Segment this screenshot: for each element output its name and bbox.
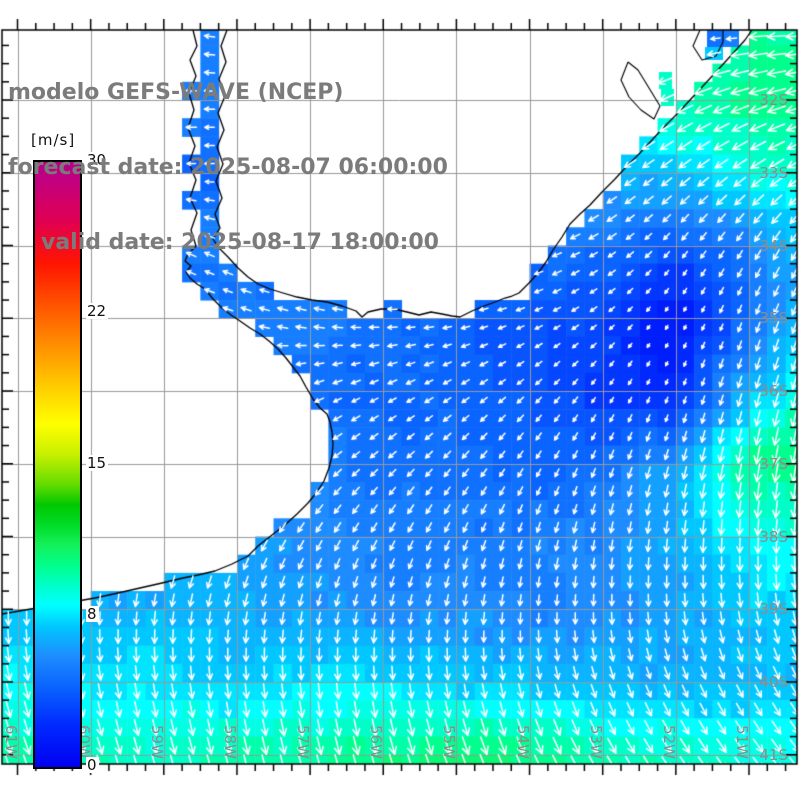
lat-label: 34S bbox=[759, 236, 788, 255]
colorbar-tick-label: 0 bbox=[86, 756, 99, 774]
lat-label: 38S bbox=[759, 527, 788, 546]
lat-label: 35S bbox=[759, 309, 788, 328]
colorbar-tick-label: 22 bbox=[86, 302, 109, 321]
lat-label: 36S bbox=[759, 382, 788, 400]
lat-label: 32S bbox=[759, 91, 788, 109]
model-name-title: modelo GEFS-WAVE (NCEP) bbox=[8, 80, 344, 105]
lat-label: 33S bbox=[759, 163, 788, 182]
colorbar-tick-label: 8 bbox=[86, 604, 99, 623]
lon-label: 54W bbox=[513, 725, 532, 759]
valid-date-line: valid date: 2025-08-17 18:00:00 bbox=[41, 230, 439, 255]
lon-label: 51W bbox=[733, 725, 751, 759]
lon-label: 53W bbox=[586, 725, 605, 759]
colorbar-tick-label: 30 bbox=[86, 151, 109, 169]
lon-label: 58W bbox=[220, 725, 239, 759]
lon-label: 57W bbox=[294, 725, 313, 759]
lon-label: 56W bbox=[367, 725, 386, 759]
lat-label: 40S bbox=[759, 673, 788, 691]
lon-label: 55W bbox=[440, 725, 459, 759]
lon-label: 59W bbox=[147, 725, 166, 759]
colorbar bbox=[33, 160, 82, 769]
plot-title-block: modelo GEFS-WAVE (NCEP) forecast date: 2… bbox=[8, 30, 448, 305]
colorbar-tick-label: 15 bbox=[86, 453, 109, 472]
lon-label: 52W bbox=[659, 725, 678, 759]
lon-label: 61W bbox=[1, 725, 20, 759]
lat-label: 37S bbox=[759, 454, 788, 473]
lat-label: 41S bbox=[759, 745, 788, 764]
forecast-date-line: forecast date: 2025-08-07 06:00:00 bbox=[8, 155, 448, 180]
colorbar-unit-label: [m/s] bbox=[31, 131, 76, 149]
lat-label: 39S bbox=[759, 600, 788, 619]
